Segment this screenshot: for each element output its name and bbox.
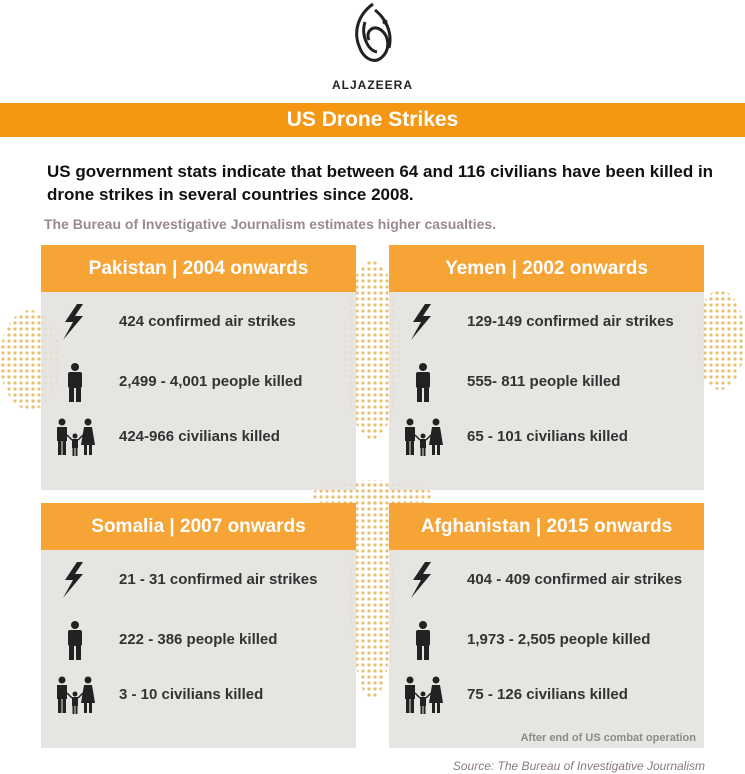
stat-text: 424-966 civilians killed — [119, 428, 280, 445]
stat-icon — [411, 562, 431, 598]
stat-icon — [416, 621, 430, 660]
panel-note: After end of US combat operation — [520, 732, 696, 744]
stat-text: 555- 811 people killed — [467, 373, 621, 390]
stat-icon — [411, 304, 431, 340]
stat-icon — [68, 621, 82, 660]
logo-text: ALJAZEERA — [331, 78, 413, 92]
panel-title: Afghanistan | 2015 onwards — [389, 503, 704, 550]
stat-icon — [416, 363, 430, 402]
stat-row: 75 - 126 civilians killed — [389, 675, 704, 715]
stat-text: 65 - 101 civilians killed — [467, 428, 628, 445]
stat-icon — [405, 418, 443, 456]
stat-text: 3 - 10 civilians killed — [119, 686, 264, 703]
stat-row: 21 - 31 confirmed air strikes — [41, 560, 356, 600]
panel: Somalia | 2007 onwards 21 - 31 confirmed … — [41, 503, 356, 748]
stat-row: 222 - 386 people killed — [41, 620, 356, 660]
intro-lead: US government stats indicate that betwee… — [47, 162, 714, 204]
stat-text: 222 - 386 people killed — [119, 631, 278, 648]
stat-icon — [405, 676, 443, 714]
stat-row: 424-966 civilians killed — [41, 417, 356, 457]
panel: Afghanistan | 2015 onwards 404 - 409 conf… — [389, 503, 704, 748]
stat-row: 424 confirmed air strikes — [41, 302, 356, 342]
stat-icon — [68, 363, 82, 402]
stat-row: 404 - 409 confirmed air strikes — [389, 560, 704, 600]
stat-icon — [57, 676, 95, 714]
panel-title: Pakistan | 2004 onwards — [41, 245, 356, 292]
stat-row: 3 - 10 civilians killed — [41, 675, 356, 715]
panel-title: Somalia | 2007 onwards — [41, 503, 356, 550]
stat-text: 404 - 409 confirmed air strikes — [467, 571, 683, 588]
stat-icon — [57, 418, 95, 456]
stat-row: 129-149 confirmed air strikes — [389, 302, 704, 342]
stat-row: 1,973 - 2,505 people killed — [389, 620, 704, 660]
logo-mark — [355, 2, 392, 62]
stat-text: 129-149 confirmed air strikes — [467, 313, 674, 330]
panel: Yemen | 2002 onwards 129-149 confirmed ai… — [389, 245, 704, 490]
stat-row: 65 - 101 civilians killed — [389, 417, 704, 457]
panel: Pakistan | 2004 onwards 424 confirmed air… — [41, 245, 356, 490]
world-map — [0, 260, 745, 700]
stat-text: 21 - 31 confirmed air strikes — [119, 571, 318, 588]
stat-text: 2,499 - 4,001 people killed — [119, 373, 303, 390]
stat-text: 75 - 126 civilians killed — [467, 686, 628, 703]
stat-row: 555- 811 people killed — [389, 362, 704, 402]
intro-note: The Bureau of Investigative Journalism e… — [44, 216, 497, 232]
stat-icon — [63, 562, 83, 598]
stat-icon — [63, 304, 83, 340]
title-banner: US Drone Strikes — [0, 103, 745, 137]
stat-text: 424 confirmed air strikes — [119, 313, 296, 330]
source: Source: The Bureau of Investigative Jour… — [452, 759, 705, 773]
stat-row: 2,499 - 4,001 people killed — [41, 362, 356, 402]
stat-text: 1,973 - 2,505 people killed — [467, 631, 651, 648]
panel-title: Yemen | 2002 onwards — [389, 245, 704, 292]
